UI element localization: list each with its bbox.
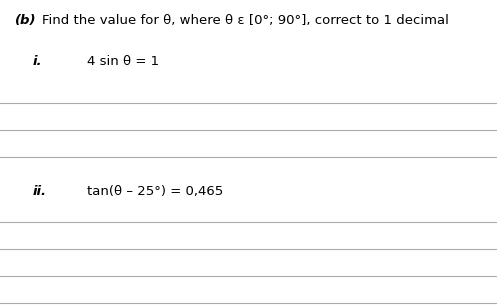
Text: i.: i.: [32, 55, 42, 68]
Text: Find the value for θ, where θ ε [0°; 90°], correct to 1 decimal: Find the value for θ, where θ ε [0°; 90°…: [42, 14, 449, 27]
Text: (b): (b): [15, 14, 36, 27]
Text: ii.: ii.: [32, 185, 46, 198]
Text: tan(θ – 25°) = 0,465: tan(θ – 25°) = 0,465: [87, 185, 223, 198]
Text: 4 sin θ = 1: 4 sin θ = 1: [87, 55, 159, 68]
